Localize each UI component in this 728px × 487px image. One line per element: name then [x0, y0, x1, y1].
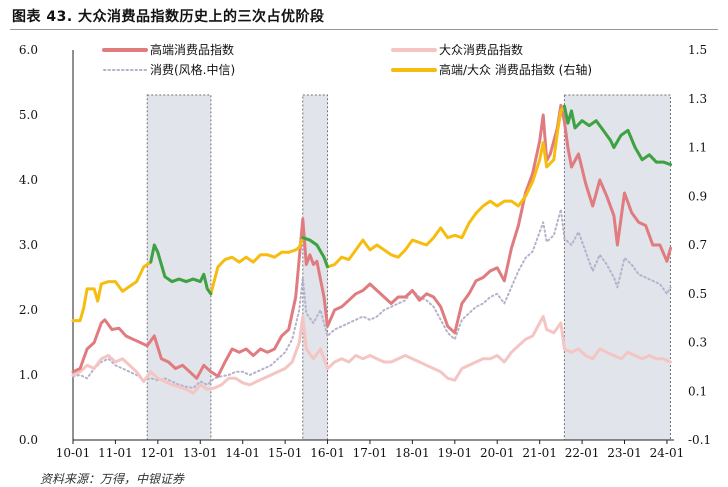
y-left-tick-label: 6.0 [19, 43, 38, 57]
chart-title: 图表 43. 大众消费品指数历史上的三次占优阶段 [12, 9, 325, 25]
y-left-tick-label: 3.0 [19, 238, 38, 252]
series-lines [71, 103, 672, 395]
x-tick-label: 23-01 [607, 446, 642, 460]
x-tick-label: 24-01 [650, 446, 685, 460]
y-right-tick-label: 1.3 [688, 92, 707, 106]
y-right-tick-label: 0.5 [688, 287, 707, 301]
x-tick-label: 12-01 [141, 446, 176, 460]
x-tick-label: 10-01 [56, 446, 91, 460]
series-line-2 [71, 315, 672, 395]
x-tick-label: 21-01 [522, 446, 557, 460]
x-tick-label: 20-01 [480, 446, 515, 460]
x-tick-label: 19-01 [438, 446, 473, 460]
ratio-highlight-segment [562, 104, 672, 167]
x-tick-label: 14-01 [225, 446, 260, 460]
x-tick-label: 17-01 [353, 446, 388, 460]
ratio-highlight-segment [301, 236, 329, 269]
y-right-tick-label: 1.5 [688, 43, 707, 57]
series-line-3 [72, 208, 672, 389]
y-right-tick-label: 0.1 [688, 384, 707, 398]
x-tick-label: 11-01 [98, 446, 133, 460]
shaded-periods [146, 94, 671, 441]
x-tick-label: 15-01 [268, 446, 303, 460]
legend-label-1: 高端消费品指数 [150, 42, 234, 57]
y-left-tick-label: 5.0 [19, 108, 38, 122]
y-right-tick-label: -0.1 [688, 433, 711, 447]
y-right-tick-label: 0.7 [688, 238, 707, 252]
y-left-tick-label: 1.0 [19, 368, 38, 382]
x-tick-label: 22-01 [565, 446, 600, 460]
y-left-tick-label: 2.0 [19, 303, 38, 317]
y-right-tick-label: 0.9 [688, 189, 707, 203]
y-right-tick-label: 0.3 [688, 336, 707, 350]
y-left-tick-label: 0.0 [19, 433, 38, 447]
y-right-tick-label: 1.1 [688, 141, 707, 155]
axes: 0.0 1.0 2.0 3.0 4.0 5.0 6.0 -0.1 0.1 0.3 0.5 0.7 0.9… [19, 43, 711, 460]
title-divider [10, 29, 718, 30]
x-tick-label: 13-01 [183, 446, 218, 460]
series-line-1 [71, 103, 672, 380]
x-tick-label: 16-01 [310, 446, 345, 460]
legend-label-4: 高端/大众 消费品指数 (右轴) [439, 62, 592, 77]
legend-label-3: 消费(风格.中信) [150, 62, 235, 77]
x-tick-label: 18-01 [395, 446, 430, 460]
legend-label-2: 大众消费品指数 [439, 42, 523, 57]
shaded-period-2 [302, 94, 329, 441]
source-note: 资料来源：万得，中银证券 [40, 472, 185, 486]
ratio-highlight-segment [149, 243, 213, 296]
shaded-period-3 [563, 94, 671, 441]
y-left-tick-label: 4.0 [19, 173, 38, 187]
